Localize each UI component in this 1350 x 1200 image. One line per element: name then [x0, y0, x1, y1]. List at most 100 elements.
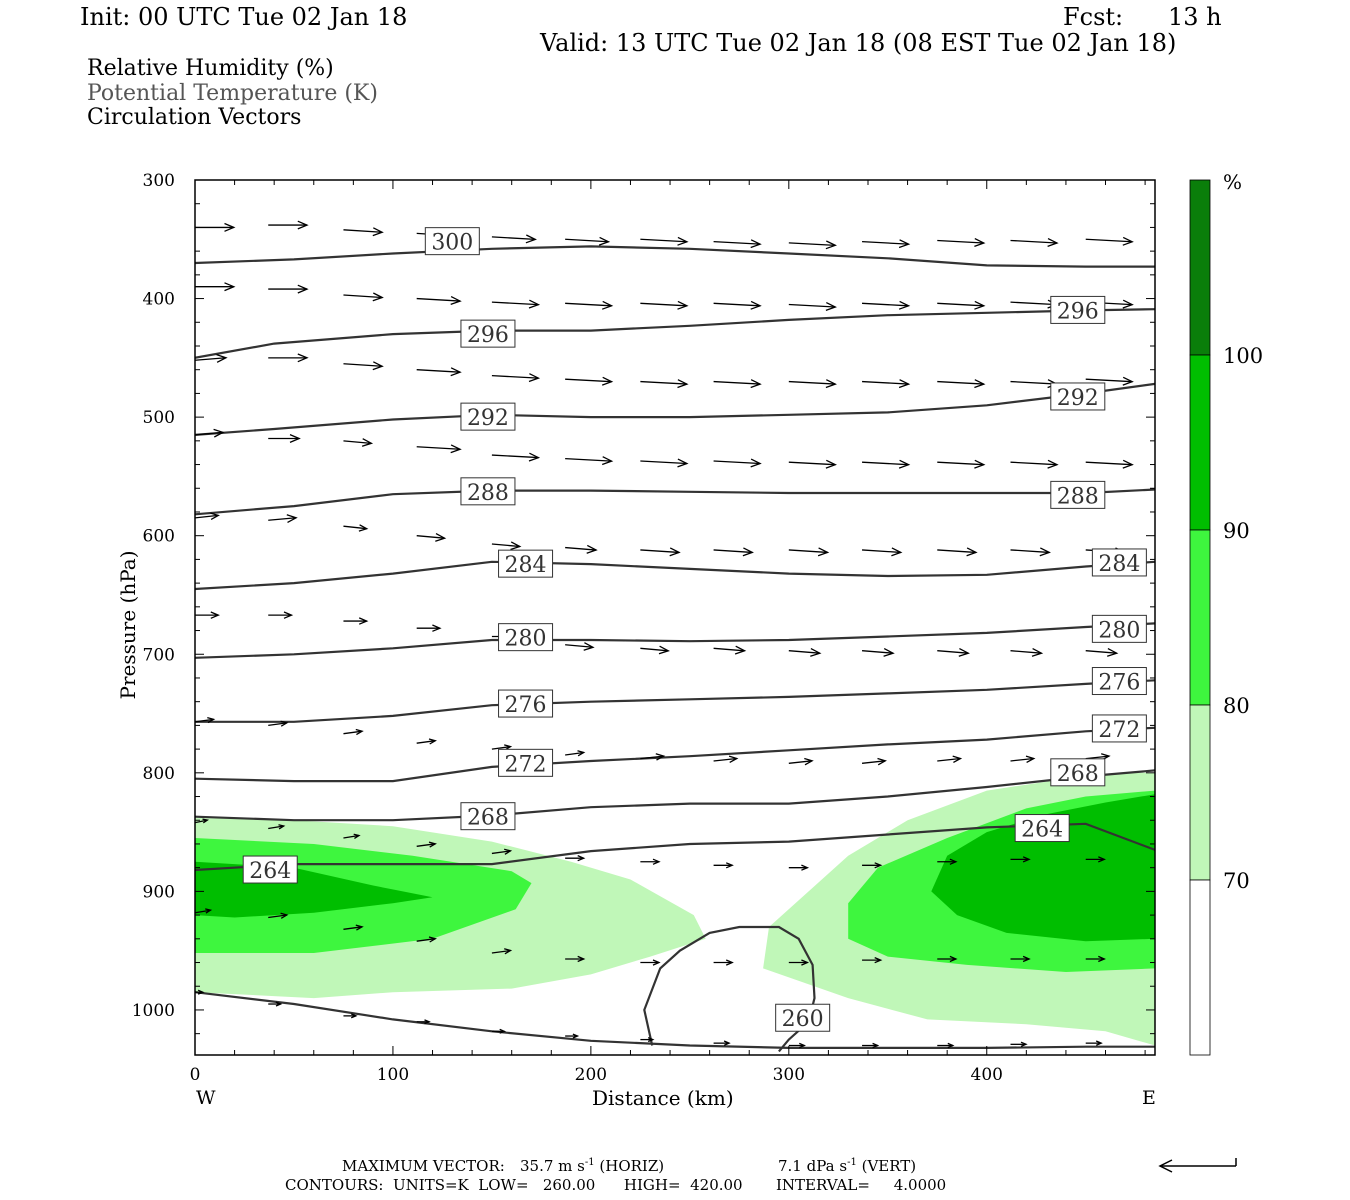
circulation-vector [268, 722, 287, 727]
vector-arrowhead [898, 239, 911, 249]
theta-contour-292 [195, 382, 1155, 436]
vector-arrowhead [825, 459, 837, 469]
y-tick-label: 600 [143, 527, 175, 547]
vector-arrowhead [432, 624, 442, 632]
vector-arrowhead [677, 379, 689, 389]
contour-label-276: 276 [1098, 671, 1140, 696]
circulation-vector [937, 380, 984, 385]
vector-arrowhead [586, 544, 598, 554]
colorbar-segment [1189, 529, 1211, 706]
circulation-vector [268, 825, 284, 830]
vector-arrowhead [528, 373, 541, 383]
vector-arrowhead [677, 458, 689, 468]
vector-arrowhead [358, 524, 369, 532]
humidity-fill-layer [195, 772, 1155, 1046]
circulation-vector [1010, 380, 1058, 385]
theta-contour-284 [195, 560, 1155, 591]
vector-arrowhead [799, 1042, 806, 1049]
vector-arrowhead [1122, 376, 1134, 386]
circulation-vector [195, 718, 214, 723]
circulation-vector [713, 549, 753, 554]
circulation-vector [491, 745, 511, 750]
vector-arrowhead [725, 959, 734, 966]
vector-arrowhead [1047, 459, 1059, 469]
circulation-vector [416, 446, 461, 450]
vector-arrowhead [205, 908, 213, 914]
vector-arrowhead [1106, 648, 1119, 657]
vector-arrowhead [804, 757, 814, 766]
vector-arrowhead [734, 645, 747, 655]
circulation-vector [1010, 650, 1042, 654]
circulation-vector [713, 460, 761, 465]
y-tick-label: 700 [143, 645, 175, 665]
circulation-vector [862, 549, 901, 554]
vector-arrowhead [358, 617, 369, 625]
circulation-vector [937, 549, 977, 554]
contour-label-300: 300 [431, 231, 473, 256]
circulation-vector [491, 543, 520, 548]
contour-label-292: 292 [467, 406, 509, 431]
vector-arrowhead [1025, 755, 1036, 763]
vector-arrowhead [424, 1019, 431, 1025]
vector-arrowhead [224, 222, 236, 232]
y-tick-label: 300 [143, 171, 175, 191]
contour-label-box [424, 227, 480, 256]
vector-arrowhead [372, 361, 384, 371]
vector-arrowhead [202, 818, 210, 824]
vector-arrowhead [280, 720, 289, 727]
vector-arrowhead [949, 955, 958, 963]
contour-info: CONTOURS: UNITS=K LOW= 260.00 HIGH= 420.… [285, 1176, 947, 1194]
contour-label-box [498, 748, 554, 777]
contour-label-box [498, 623, 554, 652]
circulation-vector [937, 650, 969, 654]
vector-arrowhead [1122, 236, 1134, 246]
circulation-vector [343, 440, 372, 444]
y-tick-label: 900 [143, 882, 175, 902]
circulation-vector [788, 650, 820, 654]
y-tick-label: 1000 [132, 1001, 175, 1021]
vector-arrowhead [372, 292, 384, 302]
vector-arrowhead [499, 1028, 506, 1034]
circulation-vector [862, 380, 909, 385]
vector-arrowhead [1122, 299, 1134, 309]
circulation-vector [937, 302, 984, 307]
contour-label-box [1050, 480, 1106, 509]
vector-arrowhead [677, 300, 689, 310]
contour-label-272: 272 [505, 752, 547, 777]
circulation-vector [640, 647, 669, 652]
contour-label-box [1050, 758, 1106, 787]
circulation-vector [937, 757, 961, 762]
contour-label-284: 284 [505, 553, 547, 578]
circulation-vector [788, 303, 836, 308]
valid-time: Valid: 13 UTC Tue 02 Jan 18 (08 EST Tue … [540, 29, 1177, 57]
vector-arrowhead [435, 533, 447, 542]
circulation-vector [788, 549, 828, 554]
circulation-vector [491, 850, 511, 855]
vector-arrowhead [1098, 955, 1106, 963]
circulation-vector [788, 380, 836, 385]
max-vector-horiz: 35.7 m s-1 (HORIZ) [520, 1157, 665, 1175]
circulation-vector [416, 297, 461, 302]
colorbar-segment [1189, 179, 1211, 356]
circulation-vector [195, 819, 208, 824]
vector-arrowhead [504, 744, 513, 751]
y-axis-title: Pressure (hPa) [116, 550, 140, 700]
vector-arrowhead [577, 955, 586, 963]
vector-arrowhead [283, 611, 294, 619]
contour-label-284: 284 [1098, 552, 1140, 577]
vector-arrowhead [275, 1001, 283, 1007]
circulation-vector [862, 302, 909, 307]
max-vector-vert: 7.1 dPa s-1 (VERT) [778, 1157, 917, 1175]
vector-arrowhead [361, 438, 374, 447]
vector-arrowhead [428, 738, 437, 745]
x-axis-title: Distance (km) [592, 1086, 734, 1110]
vector-arrowhead [652, 858, 661, 865]
circulation-vector [640, 755, 664, 760]
theta-contour-260 [195, 991, 1155, 1049]
vector-arrowhead [652, 959, 661, 966]
colorbar-segment [1189, 354, 1211, 531]
vector-arrowhead [1098, 856, 1106, 863]
vector-arrowhead [297, 220, 309, 230]
circulation-vector [640, 549, 680, 554]
vector-arrowhead [1022, 955, 1031, 963]
